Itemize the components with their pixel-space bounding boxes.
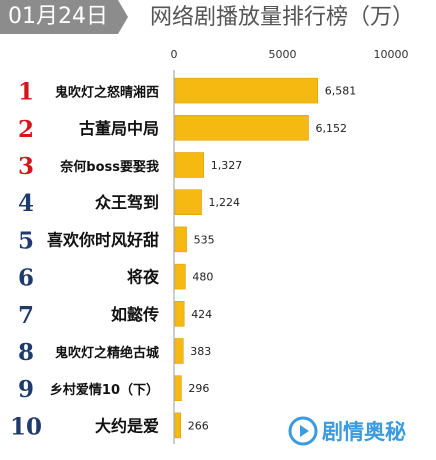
category-label: 将夜 — [127, 268, 160, 287]
watermark-text: 剧情奥秘 — [322, 420, 406, 444]
value-label: 6,152 — [315, 122, 347, 135]
bar — [174, 115, 309, 141]
category-label: 鬼吹灯之精绝古城 — [55, 345, 159, 361]
category-label: 古董局中局 — [79, 119, 159, 138]
watermark: 剧情奥秘 — [288, 414, 406, 448]
rank-number: 4 — [18, 190, 34, 217]
x-tick-label: 5000 — [269, 48, 297, 61]
date-badge: 01月24日 — [0, 0, 128, 34]
value-label: 266 — [188, 419, 209, 432]
bar — [174, 375, 182, 401]
rank-number: 8 — [18, 339, 34, 366]
rank-number: 6 — [18, 265, 34, 292]
x-tick-label: 0 — [171, 48, 178, 61]
bar — [174, 338, 184, 364]
value-label: 424 — [191, 308, 212, 321]
category-label: 乡村爱情10（下） — [50, 382, 159, 398]
rank-number: 5 — [18, 227, 34, 254]
rank-number: 1 — [18, 79, 34, 106]
date-label: 01月24日 — [8, 4, 108, 29]
category-label: 如懿传 — [111, 305, 159, 324]
category-label: 众王驾到 — [95, 193, 159, 212]
rank-number: 10 — [10, 413, 42, 440]
chart-title: 网络剧播放量排行榜（万） — [150, 5, 415, 30]
bar — [174, 301, 185, 327]
bar — [174, 263, 186, 290]
bar — [174, 152, 205, 178]
rank-number: 9 — [18, 376, 34, 403]
rank-number: 3 — [18, 153, 34, 180]
play-logo-icon — [288, 416, 318, 446]
category-label: 奈何boss要娶我 — [59, 159, 159, 175]
bar — [174, 412, 182, 439]
rank-number: 2 — [18, 116, 34, 143]
value-label: 6,581 — [325, 85, 357, 98]
rank-number: 7 — [18, 302, 34, 329]
bar — [174, 189, 202, 215]
value-label: 383 — [190, 345, 211, 358]
value-label: 535 — [194, 233, 215, 246]
value-label: 296 — [188, 382, 209, 395]
category-label: 喜欢你时风好甜 — [47, 230, 159, 249]
x-tick-label: 10000 — [374, 48, 409, 61]
category-label: 大约是爱 — [95, 416, 159, 435]
category-label: 鬼吹灯之怒晴湘西 — [55, 85, 159, 101]
value-label: 1,327 — [211, 159, 243, 172]
value-label: 1,224 — [209, 196, 241, 209]
bar — [174, 77, 319, 104]
bar — [174, 226, 187, 253]
value-label: 480 — [192, 271, 213, 284]
